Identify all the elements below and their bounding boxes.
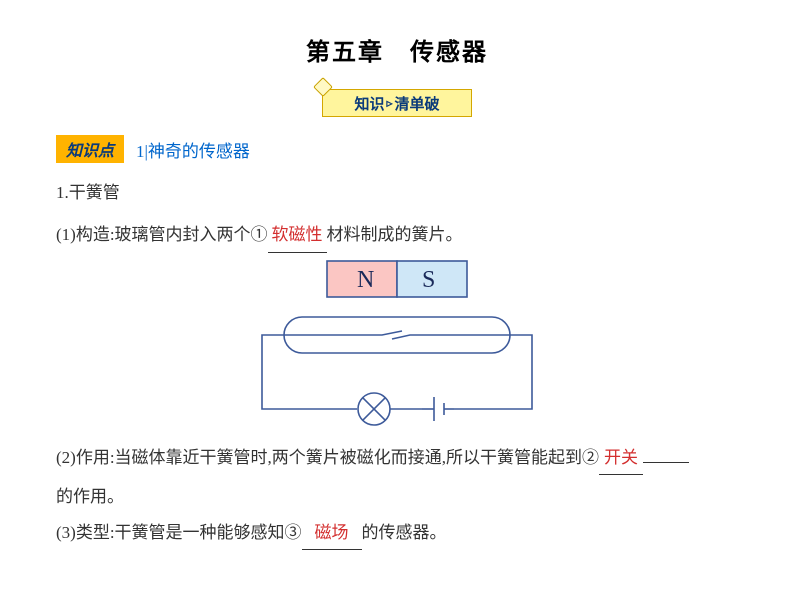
line3-pre: (3)类型:干簧管是一种能够感知③ bbox=[56, 523, 302, 542]
reed-capsule bbox=[284, 317, 510, 353]
banner-left: 知识 bbox=[354, 93, 384, 114]
banner-right: 清单破 bbox=[395, 93, 440, 114]
magnet-s-label: S bbox=[422, 267, 435, 293]
circuit-diagram: N S bbox=[242, 259, 552, 434]
magnet-n-label: N bbox=[357, 267, 374, 293]
knowledge-point-row: 知识点 1|神奇的传感器 bbox=[56, 135, 738, 163]
knowledge-text: 1|神奇的传感器 bbox=[136, 137, 250, 162]
chapter-title: 第五章 传感器 bbox=[0, 0, 794, 67]
line2-blank: 开关 bbox=[604, 448, 638, 467]
knowledge-banner: 知识 ▹ 清单破 bbox=[322, 89, 472, 117]
item-1-heading: 1.干簧管 bbox=[56, 177, 738, 209]
line1-pre: (1)构造:玻璃管内封入两个① bbox=[56, 225, 268, 244]
line-3: (3)类型:干簧管是一种能够感知③ 磁场的传感器。 bbox=[56, 517, 738, 550]
lamp-icon bbox=[358, 393, 390, 425]
line3-blank: 磁场 bbox=[315, 523, 349, 542]
line3-post: 的传感器。 bbox=[362, 523, 447, 542]
line1-post: 材料制成的簧片。 bbox=[327, 225, 463, 244]
line1-blank: 软磁性 bbox=[272, 225, 323, 244]
line-1: (1)构造:玻璃管内封入两个①软磁性材料制成的簧片。 bbox=[56, 219, 738, 252]
line-2-post: 的作用。 bbox=[56, 481, 738, 513]
line2-pre: (2)作用:当磁体靠近干簧管时,两个簧片被磁化而接通,所以干簧管能起到② bbox=[56, 448, 599, 467]
content-area: 知识点 1|神奇的传感器 1.干簧管 (1)构造:玻璃管内封入两个①软磁性材料制… bbox=[0, 135, 794, 550]
knowledge-badge: 知识点 bbox=[56, 135, 124, 163]
magnet: N S bbox=[327, 261, 467, 297]
banner-sep: ▹ bbox=[386, 96, 392, 111]
line-2: (2)作用:当磁体靠近干簧管时,两个簧片被磁化而接通,所以干簧管能起到② 开关 bbox=[56, 442, 738, 475]
circuit-wires bbox=[262, 335, 532, 421]
